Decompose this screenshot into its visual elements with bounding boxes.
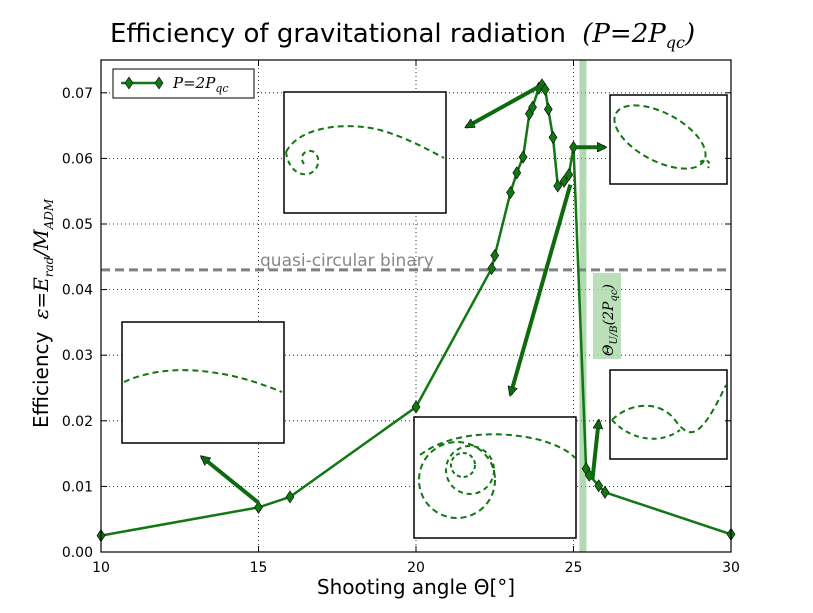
inset-orbit-spiral	[413, 416, 577, 539]
data-point	[600, 485, 610, 499]
y-tick-label: 0.07	[62, 86, 93, 102]
data-point	[564, 168, 574, 182]
inset-orbit-unbound	[609, 369, 728, 460]
y-tick-label: 0.00	[62, 545, 93, 561]
band-label: ΘU/B(2Pqc)	[593, 273, 621, 359]
inset-arrow	[511, 184, 573, 395]
inset-orbit-peak	[283, 91, 447, 214]
y-tick-label: 0.01	[62, 479, 93, 495]
svg-text:ΘU/B(2Pqc): ΘU/B(2Pqc)	[601, 284, 620, 356]
legend-marker-1	[124, 76, 134, 90]
x-tick-label: 15	[250, 560, 268, 576]
x-tick-label: 10	[92, 560, 110, 576]
x-axis-label: Shooting angle Θ[°]	[317, 575, 515, 599]
data-point	[490, 248, 500, 263]
data-point	[506, 185, 515, 200]
data-point	[512, 166, 522, 180]
inset-arrow	[466, 83, 543, 129]
y-tick-label: 0.05	[62, 217, 93, 233]
data-point	[543, 102, 553, 116]
data-point	[254, 500, 263, 514]
chart-title: Efficiency of gravitational radiation (P…	[110, 19, 695, 52]
x-tick-label: 25	[565, 560, 583, 576]
data-point	[411, 400, 421, 414]
data-point	[559, 174, 569, 188]
y-tick-label: 0.04	[62, 283, 93, 299]
inset-arrow	[590, 421, 598, 481]
quasi-circular-label: quasi-circular binary	[260, 251, 434, 271]
y-tick-label: 0.02	[62, 414, 93, 430]
data-point	[540, 82, 550, 97]
x-tick-label: 20	[407, 560, 425, 576]
data-point	[528, 100, 537, 114]
data-point	[518, 150, 528, 164]
data-point	[548, 130, 558, 144]
y-tick-label: 0.03	[62, 348, 93, 364]
y-axis-ticks: 0.00 0.01 0.02 0.03 0.04 0.05 0.06 0.07	[62, 86, 731, 561]
data-point	[487, 262, 496, 276]
inset-orbit-low-angle	[121, 321, 285, 444]
data-point	[594, 479, 604, 493]
x-tick-label: 30	[722, 560, 740, 576]
inset-orbit-elliptic	[609, 94, 728, 185]
y-tick-label: 0.06	[62, 151, 93, 167]
inset-arrows	[202, 83, 605, 505]
data-point	[285, 490, 295, 504]
legend: P=2Pqc	[112, 68, 255, 99]
x-axis-ticks: 10 15 20 25 30	[92, 60, 740, 576]
unbound-bound-threshold-band	[579, 60, 587, 552]
legend-label: P=2Pqc	[172, 74, 229, 95]
data-point	[553, 179, 563, 193]
y-axis-label: Efficiency ε=Erad/MADM	[29, 198, 56, 428]
legend-marker-2	[154, 76, 164, 90]
inset-arrow	[202, 457, 260, 505]
